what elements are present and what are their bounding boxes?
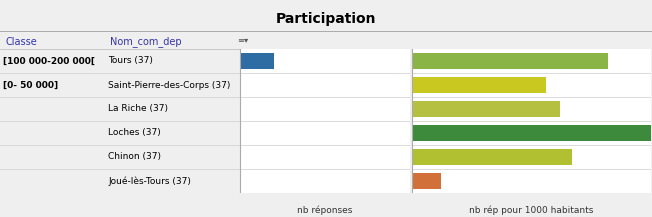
Text: Tours (37): Tours (37) — [108, 56, 153, 66]
Text: nb réponses: nb réponses — [297, 205, 353, 215]
Bar — [240, 77, 241, 93]
Text: ≡▾: ≡▾ — [237, 35, 248, 44]
Bar — [240, 53, 274, 69]
Text: Loches (37): Loches (37) — [108, 128, 161, 138]
Bar — [412, 149, 572, 165]
Bar — [412, 101, 560, 117]
Text: Chinon (37): Chinon (37) — [108, 153, 161, 161]
Bar — [240, 173, 241, 189]
Text: Joué-lès-Tours (37): Joué-lès-Tours (37) — [108, 176, 191, 186]
Bar — [412, 125, 651, 141]
Bar — [412, 173, 441, 189]
Text: Participation: Participation — [276, 12, 376, 26]
Bar — [240, 125, 241, 141]
Text: [100 000-200 000[: [100 000-200 000[ — [3, 56, 95, 66]
Text: Saint-Pierre-des-Corps (37): Saint-Pierre-des-Corps (37) — [108, 81, 230, 89]
Text: [0- 50 000]: [0- 50 000] — [3, 81, 58, 89]
Bar — [240, 149, 241, 165]
Text: La Riche (37): La Riche (37) — [108, 105, 168, 113]
Text: nb rép pour 1000 habitants: nb rép pour 1000 habitants — [469, 205, 594, 215]
Text: Nom_com_dep: Nom_com_dep — [110, 36, 182, 47]
Text: Classe: Classe — [5, 37, 37, 47]
Bar — [240, 101, 241, 117]
Bar — [412, 53, 608, 69]
Bar — [412, 77, 546, 93]
